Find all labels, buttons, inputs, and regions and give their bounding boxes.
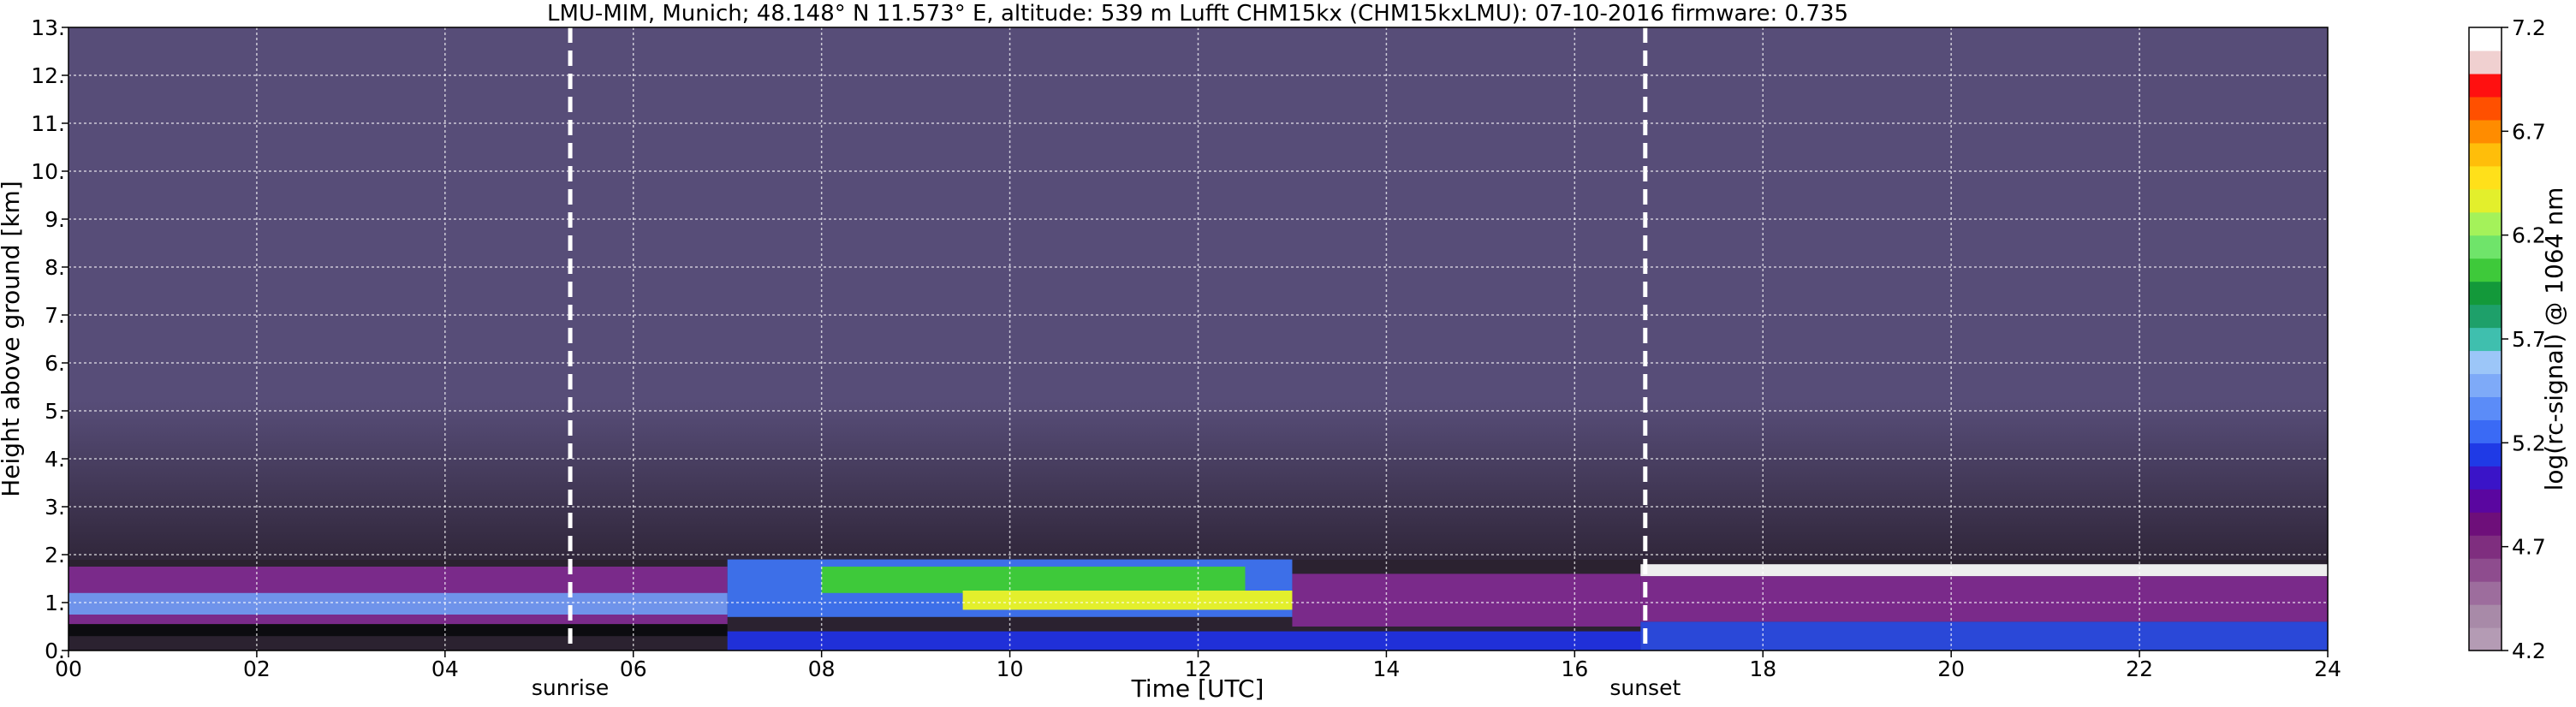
x-tick-label: 20 bbox=[1937, 656, 1965, 681]
x-tick-label: 04 bbox=[431, 656, 459, 681]
sunset-label: sunset bbox=[1609, 675, 1681, 700]
colorbar-step bbox=[2469, 27, 2502, 51]
mixed-layer-green bbox=[821, 567, 1246, 593]
colorbar-step bbox=[2469, 142, 2502, 167]
x-tick-label: 02 bbox=[243, 656, 271, 681]
colorbar-step bbox=[2469, 396, 2502, 420]
dark-layer-early bbox=[68, 624, 728, 637]
x-tick-label: 00 bbox=[55, 656, 82, 681]
y-tick-label: 11. bbox=[31, 111, 65, 136]
y-tick-label: 4. bbox=[45, 447, 65, 472]
night-residual-layer bbox=[1640, 576, 2328, 622]
x-tick-label: 08 bbox=[808, 656, 836, 681]
y-tick-label: 9. bbox=[45, 207, 65, 232]
colorbar-step bbox=[2469, 327, 2502, 352]
y-tick-label: 5. bbox=[45, 399, 65, 424]
colorbar-step bbox=[2469, 165, 2502, 190]
colorbar-step bbox=[2469, 443, 2502, 466]
y-tick-label: 6. bbox=[45, 351, 65, 376]
colorbar-tick-label: 5.2 bbox=[2512, 431, 2546, 455]
colorbar-step bbox=[2469, 535, 2502, 559]
colorbar-tick-label: 4.2 bbox=[2512, 639, 2546, 663]
colorbar-step bbox=[2469, 604, 2502, 628]
colorbar-step bbox=[2469, 558, 2502, 582]
colorbar-step bbox=[2469, 281, 2502, 306]
x-axis-label: Time [UTC] bbox=[1131, 674, 1264, 703]
y-tick-label: 12. bbox=[31, 63, 65, 88]
chart-title: LMU-MIM, Munich; 48.148° N 11.573° E, al… bbox=[547, 1, 1848, 27]
mixed-layer-purple bbox=[1292, 573, 1641, 627]
colorbar-step bbox=[2469, 419, 2502, 443]
colorbar-tick-label: 7.2 bbox=[2512, 15, 2546, 40]
x-tick-label: 10 bbox=[996, 656, 1024, 681]
x-tick-label: 22 bbox=[2126, 656, 2153, 681]
y-axis-label: Height above ground [km] bbox=[0, 181, 25, 497]
x-tick-label: 12 bbox=[1185, 656, 1212, 681]
colorbar-step bbox=[2469, 512, 2502, 536]
mixed-layer-yellow bbox=[962, 591, 1340, 610]
colorbar-step bbox=[2469, 73, 2502, 98]
sun-markers bbox=[568, 27, 1648, 651]
colorbar-step bbox=[2469, 50, 2502, 74]
y-tick-label: 2. bbox=[45, 543, 65, 567]
colorbar-step bbox=[2469, 373, 2502, 398]
colorbar-tick-label: 6.2 bbox=[2512, 223, 2546, 248]
y-tick-label: 7. bbox=[45, 303, 65, 328]
colorbar-label: log(rc-signal) @ 1064 nm bbox=[2540, 187, 2568, 491]
colorbar-step bbox=[2469, 581, 2502, 605]
night-surface-layer bbox=[1640, 621, 2328, 651]
colorbar-step bbox=[2469, 627, 2502, 651]
colorbar-tick-label: 4.7 bbox=[2512, 535, 2546, 560]
colorbar-step bbox=[2469, 119, 2502, 144]
colorbar-step bbox=[2469, 235, 2502, 259]
y-tick-label: 0. bbox=[45, 639, 65, 663]
aerosol-layer-early bbox=[68, 592, 728, 615]
colorbar: 4.2 4.7 5.2 5.7 6.2 6.7 7.2 log(rc-signal) @ 1… bbox=[2468, 15, 2568, 663]
surface-layer-blue bbox=[727, 631, 1641, 651]
colorbar-step bbox=[2469, 350, 2502, 375]
y-tick-label: 13. bbox=[31, 15, 65, 40]
x-tick-label: 24 bbox=[2314, 656, 2341, 681]
x-tick-label: 16 bbox=[1561, 656, 1588, 681]
colorbar-step bbox=[2469, 258, 2502, 282]
colorbar-step bbox=[2469, 489, 2502, 513]
x-axis: 00 02 04 06 08 10 12 14 16 18 20 22 24 bbox=[55, 651, 2341, 681]
x-tick-label: 18 bbox=[1749, 656, 1776, 681]
colorbar-step bbox=[2469, 211, 2502, 236]
colorbar-ticks: 4.2 4.7 5.2 5.7 6.2 6.7 7.2 bbox=[2502, 15, 2546, 663]
x-tick-label: 14 bbox=[1373, 656, 1401, 681]
colorbar-tick-label: 6.7 bbox=[2512, 119, 2546, 144]
colorbar-step bbox=[2469, 188, 2502, 213]
cloud-top-layer bbox=[1640, 564, 2328, 577]
colorbar-step bbox=[2469, 466, 2502, 490]
grid-lines bbox=[68, 27, 2328, 651]
y-axis: 0. 1. 2. 3. 4. 5. 6. 7. 8. 9. 10. 11. 12. 13. bbox=[31, 15, 68, 663]
colorbar-step bbox=[2469, 96, 2502, 121]
y-tick-label: 1. bbox=[45, 591, 65, 615]
y-tick-label: 3. bbox=[45, 495, 65, 520]
colorbar-step bbox=[2469, 304, 2502, 329]
sunrise-label: sunrise bbox=[532, 675, 609, 700]
x-tick-label: 06 bbox=[620, 656, 647, 681]
annotations: sunrise sunset bbox=[532, 675, 1681, 700]
y-tick-label: 10. bbox=[31, 159, 65, 184]
y-tick-label: 8. bbox=[45, 255, 65, 280]
colorbar-tick-label: 5.7 bbox=[2512, 327, 2546, 352]
plot-area bbox=[68, 27, 2329, 651]
colorbar-steps bbox=[2469, 27, 2502, 651]
